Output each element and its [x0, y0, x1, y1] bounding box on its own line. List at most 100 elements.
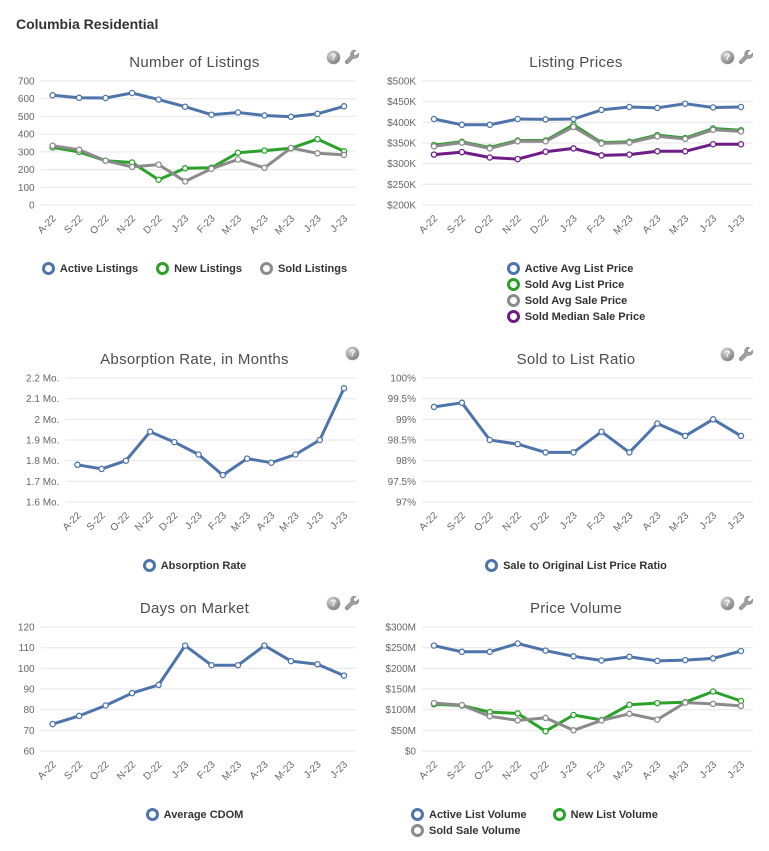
legend-item[interactable]: Sold Avg Sale Price	[506, 294, 627, 307]
y-tick-label: 300	[18, 147, 35, 158]
data-point	[287, 657, 295, 665]
help-icon[interactable]: ?	[721, 596, 734, 610]
x-tick-label: S-22	[63, 759, 86, 782]
legend-item[interactable]: Active Avg List Price	[506, 262, 633, 275]
data-point	[128, 689, 136, 697]
chart-panel-listing-prices: ? Listing Prices $500K $450K $400K $350K $30…	[375, 40, 769, 337]
chart-legend: Active List Volume New List Volume Sold Sa…	[411, 808, 741, 837]
customize-icon[interactable]	[739, 596, 753, 610]
data-point	[486, 648, 494, 656]
y-tick-label: 120	[18, 623, 35, 634]
data-point	[626, 139, 633, 146]
data-point	[681, 656, 689, 664]
y-tick-label: 1.9 Mo.	[26, 436, 59, 447]
y-tick-label: $250M	[385, 643, 416, 654]
y-tick-label: 60	[23, 747, 35, 758]
data-point	[514, 138, 521, 145]
x-tick-label: J-23	[304, 510, 326, 532]
data-point	[486, 121, 494, 129]
x-tick-label: J-23	[183, 510, 205, 532]
help-icon[interactable]: ?	[327, 50, 340, 64]
chart-toolbar: ?	[721, 50, 753, 64]
x-tick-label: M-23	[612, 510, 636, 534]
series-line	[432, 142, 743, 161]
legend-item[interactable]: Sale to Original List Price Ratio	[485, 559, 667, 572]
y-tick-label: 110	[19, 643, 35, 654]
customize-icon[interactable]	[345, 596, 359, 610]
x-tick-label: N-22	[133, 510, 156, 533]
data-point	[261, 164, 268, 172]
series-line	[432, 401, 743, 454]
x-tick-label: A-23	[248, 213, 271, 236]
x-tick-label: A-23	[641, 510, 664, 533]
data-point	[626, 449, 633, 456]
legend-item[interactable]: Active List Volume	[411, 808, 527, 821]
chart-panel-days-on-market: ? Days on Market 120 110 100 90 80 70 60 A-22 S-…	[0, 586, 375, 851]
y-tick-label: 0	[29, 201, 35, 212]
series-line	[432, 690, 743, 733]
chart-toolbar: ?	[721, 596, 753, 610]
y-tick-label: 200	[18, 165, 35, 176]
y-tick-label: $0	[405, 747, 417, 758]
x-tick-label: J-23	[558, 213, 580, 235]
data-point	[542, 148, 549, 155]
data-point	[155, 681, 162, 689]
data-point	[155, 161, 162, 168]
data-point	[49, 720, 56, 728]
chart-legend: Active Avg List Price Sold Avg List Price…	[506, 262, 646, 323]
legend-item[interactable]: Sold Avg List Price	[506, 278, 625, 291]
legend-label: Sold Avg List Price	[524, 278, 625, 291]
y-tick-label: $300M	[385, 623, 416, 634]
y-tick-label: $350K	[387, 139, 416, 150]
legend-item[interactable]: Average CDOM	[145, 808, 243, 821]
y-tick-label: 2 Mo.	[34, 415, 59, 426]
legend-item[interactable]: Sold Median Sale Price	[506, 310, 646, 323]
legend-item[interactable]: New List Volume	[552, 808, 658, 821]
series-line	[432, 701, 743, 732]
legend-item[interactable]: Active Listings	[41, 262, 139, 275]
legend-item[interactable]: New Listings	[156, 262, 242, 275]
data-point	[514, 155, 521, 163]
data-point	[598, 428, 605, 435]
y-tick-label: 98.5%	[388, 436, 416, 447]
customize-icon[interactable]	[739, 347, 753, 361]
data-point	[49, 91, 56, 99]
chart-title: Absorption Rate, in Months	[100, 351, 289, 368]
data-point	[75, 712, 83, 720]
data-point	[234, 661, 242, 669]
customize-icon[interactable]	[739, 50, 753, 64]
data-point	[340, 672, 348, 679]
legend-marker	[506, 278, 520, 291]
legend-label: Active Listings	[59, 262, 139, 275]
data-point	[626, 151, 633, 158]
legend-label: Sold Median Sale Price	[524, 310, 646, 323]
data-point	[570, 711, 577, 719]
legend-item[interactable]: Sold Listings	[260, 262, 347, 275]
data-point	[570, 653, 577, 660]
legend-item[interactable]: Sold Sale Volume	[411, 824, 521, 837]
customize-icon[interactable]	[345, 50, 359, 64]
x-tick-label: J-23	[329, 213, 351, 235]
data-point	[458, 121, 466, 129]
data-point	[570, 727, 577, 734]
legend-label: Sold Sale Volume	[429, 824, 521, 837]
data-point	[181, 642, 189, 649]
chart-panel-sold-to-list-ratio: ? Sold to List Ratio 100% 99.5% 99% 98.5% 98…	[375, 337, 769, 586]
help-icon[interactable]: ?	[721, 50, 734, 64]
y-tick-label: $200K	[387, 201, 416, 212]
chart-body: 2.2 Mo. 2.1 Mo. 2 Mo. 1.9 Mo. 1.8 Mo. 1.7 Mo.…	[14, 370, 375, 572]
chart-toolbar: ?	[327, 596, 359, 610]
x-tick-label: O-22	[472, 510, 496, 534]
chart-legend: Active Listings New Listings Sold Listings	[14, 262, 375, 275]
y-tick-label: 100	[18, 183, 35, 194]
legend-item[interactable]: Absorption Rate	[142, 559, 246, 572]
x-tick-label: J-23	[170, 759, 192, 781]
help-icon[interactable]: ?	[327, 596, 340, 610]
help-icon[interactable]: ?	[721, 347, 734, 361]
y-tick-label: 99%	[396, 415, 416, 426]
x-tick-label: J-23	[329, 510, 351, 532]
data-point	[709, 688, 717, 695]
x-tick-label: F-23	[207, 510, 230, 533]
help-icon[interactable]: ?	[346, 347, 359, 360]
